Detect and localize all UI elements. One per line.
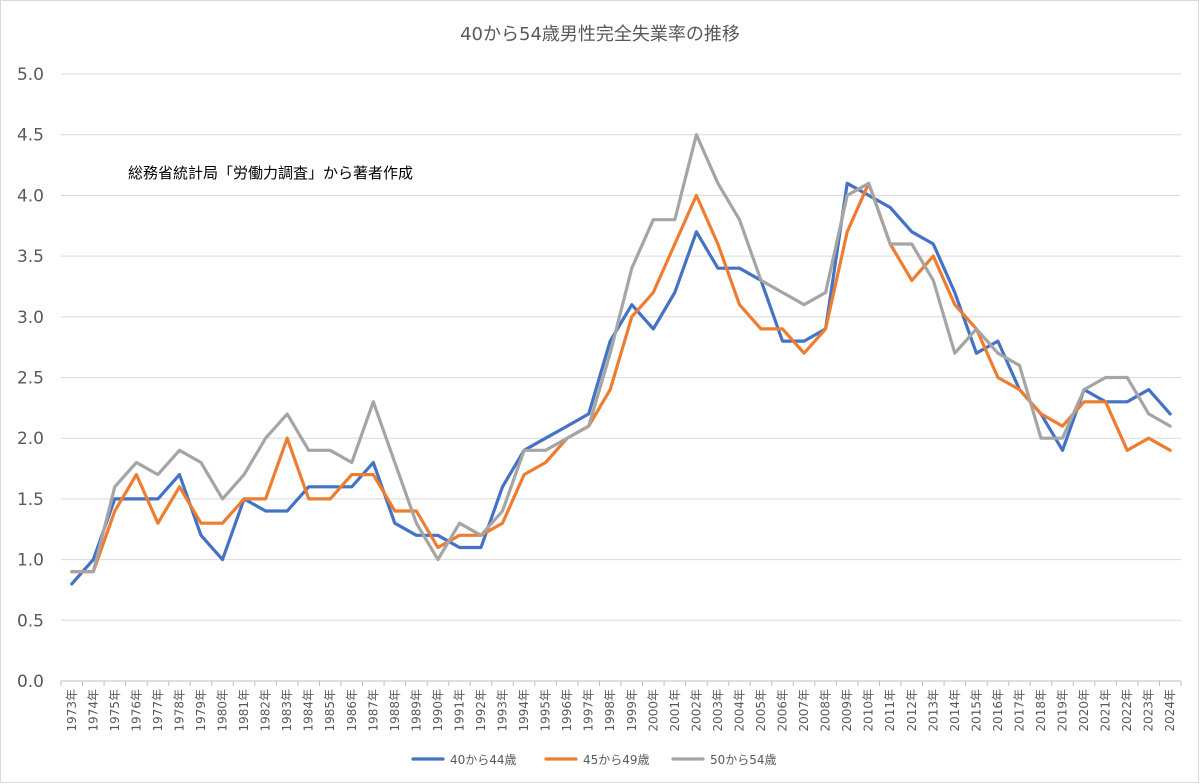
x-tick-label: 1995年: [539, 689, 553, 732]
x-tick-label: 1983年: [280, 689, 294, 732]
x-tick-label: 2012年: [905, 689, 919, 732]
chart-title: 40から54歳男性完全失業率の推移: [460, 24, 740, 45]
legend-label: 45から49歳: [583, 753, 650, 767]
x-tick-label: 1977年: [151, 689, 165, 732]
y-tick-label: 3.0: [17, 308, 44, 328]
x-tick-label: 1996年: [560, 689, 574, 732]
series-line: [70, 133, 1172, 574]
x-tick-label: 2002年: [689, 689, 703, 732]
x-tick-label: 1986年: [345, 689, 359, 732]
x-tick-label: 1979年: [194, 689, 208, 732]
series-line: [70, 181, 1172, 574]
y-tick-label: 2.0: [17, 429, 44, 449]
x-tick-label: 2011年: [883, 689, 897, 732]
x-tick-label: 2020年: [1077, 689, 1091, 732]
x-tick-label: 1993年: [496, 689, 510, 732]
y-tick-label: 2.5: [17, 369, 44, 389]
x-tick-label: 2014年: [948, 689, 962, 732]
y-tick-label: 4.5: [17, 126, 44, 146]
x-tick-label: 1974年: [86, 689, 100, 732]
x-tick-label: 2010年: [862, 689, 876, 732]
x-tick-label: 2008年: [819, 689, 833, 732]
x-tick-label: 1985年: [323, 689, 337, 732]
x-tick-label: 1978年: [172, 689, 186, 732]
x-tick-label: 2013年: [926, 689, 940, 732]
x-tick-label: 2009年: [840, 689, 854, 732]
legend-label: 50から54歳: [710, 753, 777, 767]
x-tick-label: 1982年: [259, 689, 273, 732]
y-tick-label: 1.5: [17, 490, 44, 510]
x-tick-label: 1999年: [625, 689, 639, 732]
x-tick-label: 1994年: [517, 689, 531, 732]
y-tick-label: 1.0: [17, 551, 44, 571]
x-tick-label: 2021年: [1099, 689, 1113, 732]
x-tick-label: 1987年: [366, 689, 380, 732]
x-tick-label: 1980年: [216, 689, 230, 732]
x-tick-label: 2024年: [1163, 689, 1177, 732]
x-tick-label: 2004年: [732, 689, 746, 732]
x-tick-label: 1976年: [129, 689, 143, 732]
x-tick-label: 2000年: [646, 689, 660, 732]
x-tick-label: 1997年: [582, 689, 596, 732]
y-tick-label: 0.5: [17, 611, 44, 631]
x-tick-label: 1992年: [474, 689, 488, 732]
chart-annotation: 総務省統計局「労働力調査」から著者作成: [128, 164, 414, 182]
x-tick-label: 1988年: [388, 689, 402, 732]
x-tick-label: 1998年: [603, 689, 617, 732]
y-tick-label: 3.5: [17, 247, 44, 267]
x-tick-label: 2007年: [797, 689, 811, 732]
x-tick-label: 2017年: [1012, 689, 1026, 732]
y-tick-label: 4.0: [17, 186, 44, 206]
x-tick-label: 2015年: [969, 689, 983, 732]
x-tick-label: 1984年: [302, 689, 316, 732]
y-tick-label: 0.0: [17, 672, 44, 692]
x-tick-label: 2022年: [1120, 689, 1134, 732]
x-tick-label: 1981年: [237, 689, 251, 732]
series-line: [70, 181, 1172, 586]
x-tick-label: 2019年: [1056, 689, 1070, 732]
legend-label: 40から44歳: [450, 753, 517, 767]
x-tick-label: 2003年: [711, 689, 725, 732]
x-tick-label: 1989年: [409, 689, 423, 732]
x-tick-label: 1975年: [108, 689, 122, 732]
x-tick-label: 2001年: [668, 689, 682, 732]
x-tick-label: 2016年: [991, 689, 1005, 732]
x-tick-label: 2018年: [1034, 689, 1048, 732]
x-tick-label: 2023年: [1142, 689, 1156, 732]
x-tick-label: 1990年: [431, 689, 445, 732]
x-tick-label: 1991年: [452, 689, 466, 732]
x-tick-label: 1973年: [65, 689, 79, 732]
y-tick-label: 5.0: [17, 65, 44, 85]
x-tick-label: 2005年: [754, 689, 768, 732]
x-tick-label: 2006年: [776, 689, 790, 732]
